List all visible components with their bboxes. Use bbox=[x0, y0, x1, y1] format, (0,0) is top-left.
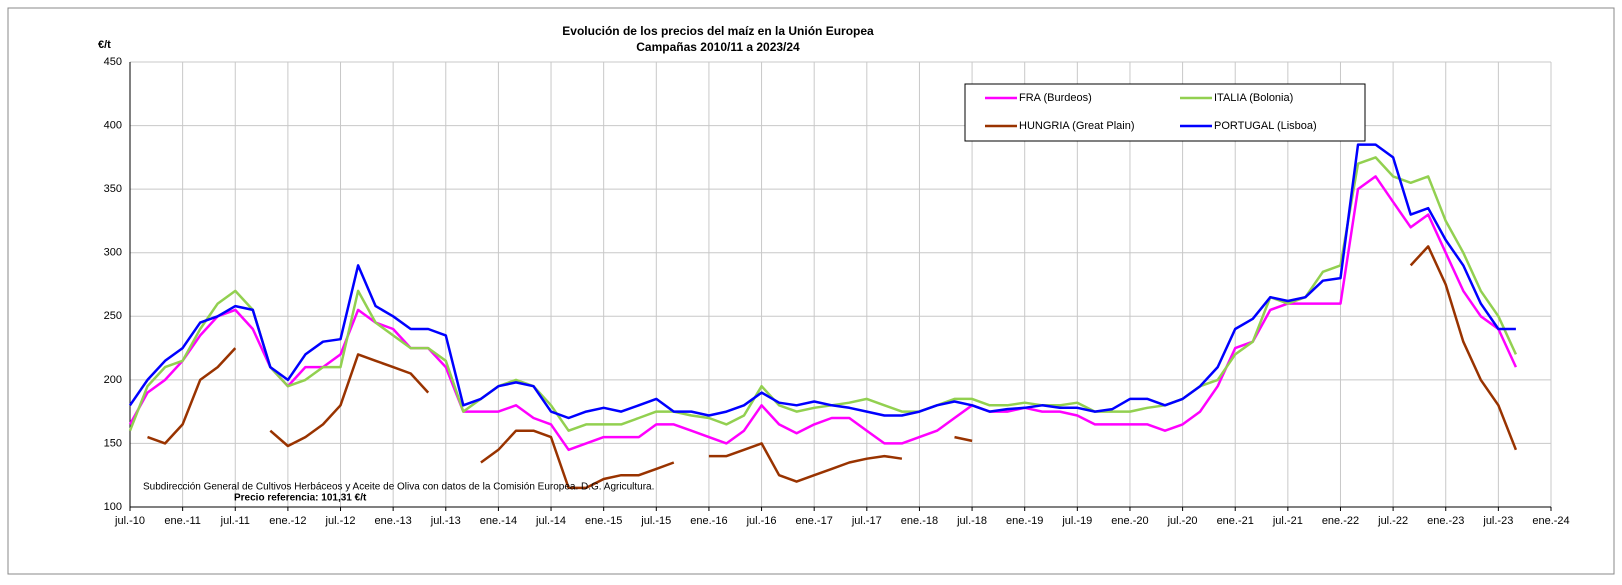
x-tick-label: ene.-19 bbox=[1006, 515, 1043, 527]
x-tick-label: jul.-18 bbox=[956, 515, 987, 527]
chart-subtitle: Campañas 2010/11 a 2023/24 bbox=[636, 40, 800, 54]
x-tick-label: jul.-11 bbox=[220, 515, 250, 527]
x-tick-label: ene.-18 bbox=[901, 515, 938, 527]
y-tick-label: 400 bbox=[104, 119, 122, 131]
series-line bbox=[128, 156, 1518, 432]
y-tick-label: 100 bbox=[104, 501, 122, 513]
y-tick-label: 450 bbox=[104, 56, 122, 68]
reference-note: Precio referencia: 101,31 €/t bbox=[234, 493, 367, 504]
x-tick-label: ene.-15 bbox=[585, 515, 622, 527]
legend-label: ITALIA (Bolonia) bbox=[1214, 92, 1293, 104]
x-tick-label: jul.-21 bbox=[1272, 515, 1303, 527]
x-tick-label: ene.-11 bbox=[164, 515, 201, 527]
y-axis-label: €/t bbox=[98, 39, 111, 51]
y-tick-label: 200 bbox=[104, 374, 122, 386]
x-tick-label: ene.-14 bbox=[480, 515, 517, 527]
x-tick-label: jul.-14 bbox=[535, 515, 566, 527]
source-note: Subdirección General de Cultivos Herbáce… bbox=[143, 482, 654, 493]
series-line bbox=[147, 245, 1518, 490]
y-tick-label: 300 bbox=[104, 247, 122, 259]
x-tick-label: ene.-22 bbox=[1322, 515, 1359, 527]
y-tick-label: 250 bbox=[104, 310, 122, 322]
x-tick-label: ene.-24 bbox=[1532, 515, 1569, 527]
series-line bbox=[128, 175, 1518, 452]
x-tick-label: jul.-12 bbox=[325, 515, 356, 527]
x-tick-label: ene.-13 bbox=[374, 515, 411, 527]
x-tick-label: jul.-15 bbox=[640, 515, 671, 527]
legend-label: HUNGRIA (Great Plain) bbox=[1019, 120, 1135, 132]
x-tick-label: jul.-19 bbox=[1061, 515, 1092, 527]
x-tick-label: jul.-16 bbox=[746, 515, 777, 527]
x-tick-label: ene.-12 bbox=[269, 515, 306, 527]
x-tick-label: jul.-10 bbox=[114, 515, 145, 527]
x-tick-label: ene.-23 bbox=[1427, 515, 1464, 527]
chart-title: Evolución de los precios del maíz en la … bbox=[562, 24, 874, 38]
legend-label: FRA (Burdeos) bbox=[1019, 92, 1092, 104]
x-tick-label: ene.-16 bbox=[690, 515, 727, 527]
x-tick-label: jul.-23 bbox=[1482, 515, 1513, 527]
y-tick-label: 350 bbox=[104, 183, 122, 195]
legend-box bbox=[964, 83, 1366, 142]
x-tick-label: ene.-20 bbox=[1111, 515, 1148, 527]
x-tick-label: jul.-22 bbox=[1377, 515, 1408, 527]
x-tick-label: ene.-17 bbox=[796, 515, 833, 527]
x-tick-label: ene.-21 bbox=[1217, 515, 1254, 527]
legend-label: PORTUGAL (Lisboa) bbox=[1214, 120, 1317, 132]
series-line bbox=[128, 143, 1516, 420]
y-tick-label: 150 bbox=[104, 437, 122, 449]
x-tick-label: jul.-13 bbox=[430, 515, 461, 527]
x-tick-label: jul.-17 bbox=[851, 515, 882, 527]
x-tick-label: jul.-20 bbox=[1167, 515, 1198, 527]
